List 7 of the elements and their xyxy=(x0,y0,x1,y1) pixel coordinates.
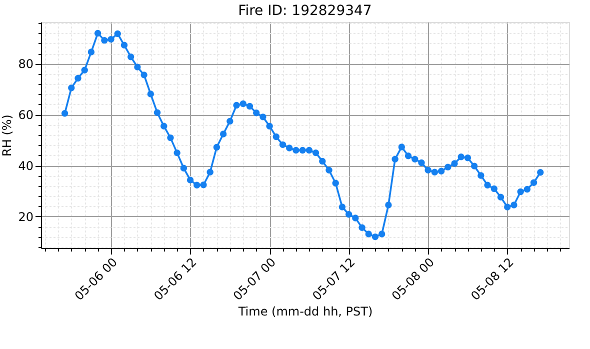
y-axis-title: RH (%) xyxy=(0,114,14,156)
x-axis-title: Time (mm-dd hh, PST) xyxy=(237,304,373,318)
y-tick-label: 20 xyxy=(18,210,34,224)
y-tick-label: 80 xyxy=(18,57,34,72)
chart-title: Fire ID: 192829347 xyxy=(238,3,372,19)
y-tick-label: 60 xyxy=(18,108,34,122)
y-tick-label: 40 xyxy=(18,159,34,174)
